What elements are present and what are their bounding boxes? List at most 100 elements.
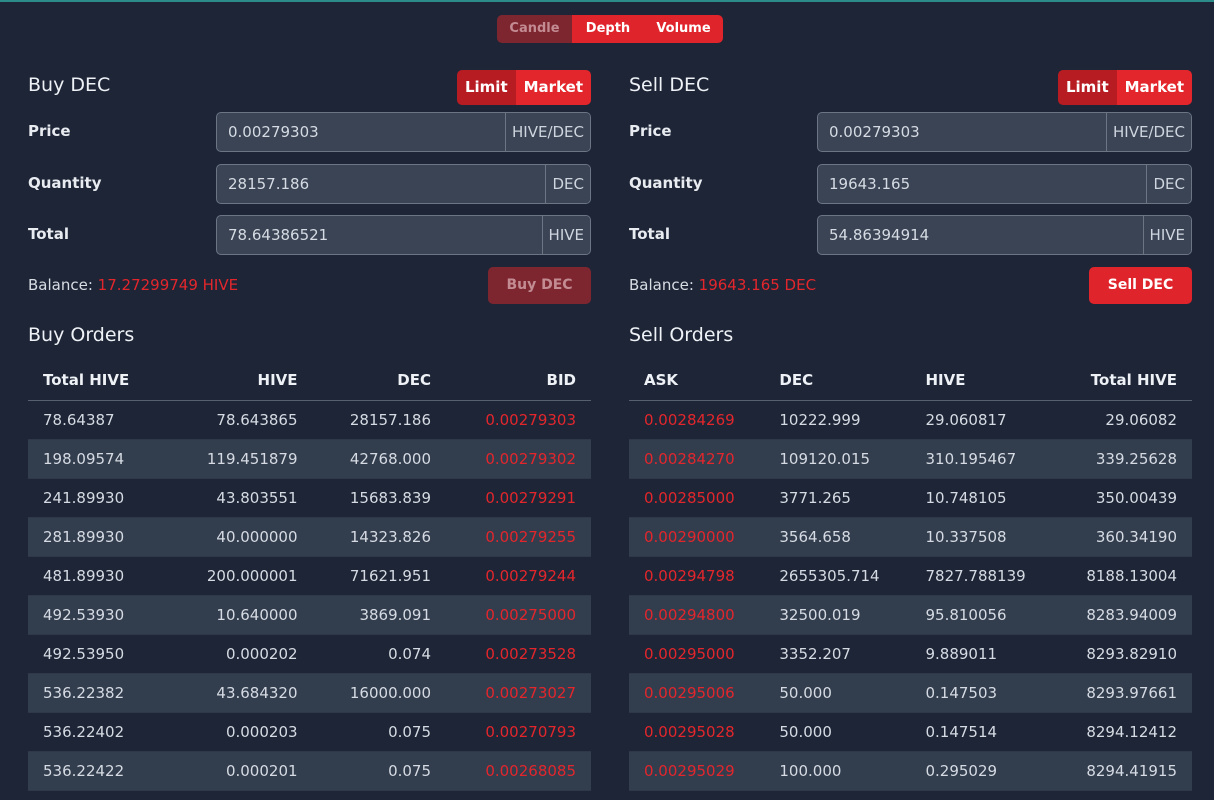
table-cell: 492.53950 xyxy=(28,634,168,674)
table-cell: 8283.94009 xyxy=(1056,595,1192,635)
order-price-cell: 0.00295006 xyxy=(629,673,765,713)
order-price-cell: 0.00268085 xyxy=(446,751,591,791)
col-bid: BID xyxy=(446,360,591,401)
table-cell: 2655305.714 xyxy=(764,556,911,596)
table-row[interactable]: 536.22422 0.000201 0.075 0.00268085 xyxy=(28,751,591,791)
col-hive: HIVE xyxy=(910,360,1057,401)
buy-order-type-toggle: Limit Market xyxy=(456,70,591,105)
buy-price-input[interactable] xyxy=(217,113,505,151)
table-row[interactable]: 0.00295029 100.000 0.295029 8294.41915 xyxy=(629,751,1192,791)
table-cell: 0.147503 xyxy=(910,673,1057,713)
buy-total-input[interactable] xyxy=(217,216,542,254)
table-cell: 78.64387 xyxy=(28,400,168,440)
table-row[interactable]: 0.00295028 50.000 0.147514 8294.12412 xyxy=(629,712,1192,752)
table-row[interactable]: 281.89930 40.000000 14323.826 0.00279255 xyxy=(28,517,591,557)
order-price-cell: 0.00290000 xyxy=(629,517,765,557)
table-cell: 3869.091 xyxy=(312,595,447,635)
table-cell: 0.000202 xyxy=(167,634,313,674)
table-cell: 29.060817 xyxy=(910,400,1057,440)
sell-balance-label: Balance: xyxy=(629,276,694,294)
table-cell: 536.22382 xyxy=(28,673,168,713)
sell-quantity-unit: DEC xyxy=(1146,165,1191,203)
table-row[interactable]: 0.00294798 2655305.714 7827.788139 8188.130… xyxy=(629,556,1192,596)
order-price-cell: 0.00273528 xyxy=(446,634,591,674)
order-price-cell: 0.00270793 xyxy=(446,712,591,752)
top-accent-line xyxy=(0,0,1214,2)
table-cell: 109120.015 xyxy=(764,439,911,479)
order-price-cell: 0.00295029 xyxy=(629,751,765,791)
order-price-cell: 0.00285000 xyxy=(629,478,765,518)
tab-depth[interactable]: Depth xyxy=(572,15,644,43)
table-cell: 350.00439 xyxy=(1056,478,1192,518)
table-cell: 8294.41915 xyxy=(1056,751,1192,791)
buy-panel: Buy DEC Limit Market Price HIVE/DEC Quan… xyxy=(28,0,591,800)
table-cell: 241.89930 xyxy=(28,478,168,518)
buy-total-label: Total xyxy=(28,225,69,243)
table-cell: 0.147514 xyxy=(910,712,1057,752)
table-cell: 0.295029 xyxy=(910,751,1057,791)
sell-limit-button[interactable]: Limit xyxy=(1057,70,1117,105)
table-row[interactable]: 0.00295006 50.000 0.147503 8293.97661 xyxy=(629,673,1192,713)
table-row[interactable]: 0.00290000 3564.658 10.337508 360.34190 xyxy=(629,517,1192,557)
table-cell: 16000.000 xyxy=(312,673,447,713)
buy-quantity-label: Quantity xyxy=(28,174,102,192)
table-cell: 10.640000 xyxy=(167,595,313,635)
table-cell: 8188.13004 xyxy=(1056,556,1192,596)
table-row[interactable]: 198.09574 119.451879 42768.000 0.00279302 xyxy=(28,439,591,479)
order-price-cell: 0.00279302 xyxy=(446,439,591,479)
sell-total-input[interactable] xyxy=(818,216,1143,254)
table-cell: 3564.658 xyxy=(764,517,911,557)
table-cell: 339.25628 xyxy=(1056,439,1192,479)
table-row[interactable]: 0.00284270 109120.015 310.195467 339.25628 xyxy=(629,439,1192,479)
table-cell: 50.000 xyxy=(764,712,911,752)
buy-balance: Balance: 17.27299749 HIVE xyxy=(28,276,238,294)
sell-market-button[interactable]: Market xyxy=(1116,70,1192,105)
sell-price-input[interactable] xyxy=(818,113,1106,151)
table-row[interactable]: 536.22382 43.684320 16000.000 0.00273027 xyxy=(28,673,591,713)
table-row[interactable]: 481.89930 200.000001 71621.951 0.00279244 xyxy=(28,556,591,596)
table-row[interactable]: 536.22402 0.000203 0.075 0.00270793 xyxy=(28,712,591,752)
col-total-hive: Total HIVE xyxy=(28,360,168,401)
buy-balance-amount[interactable]: 17.27299749 HIVE xyxy=(97,276,239,294)
table-cell: 42768.000 xyxy=(312,439,447,479)
table-cell: 0.000201 xyxy=(167,751,313,791)
table-cell: 71621.951 xyxy=(312,556,447,596)
table-cell: 78.643865 xyxy=(167,400,313,440)
sell-orders-table: ASK DEC HIVE Total HIVE 0.00284269 10222.… xyxy=(629,360,1192,791)
order-price-cell: 0.00295000 xyxy=(629,634,765,674)
col-dec: DEC xyxy=(312,360,447,401)
table-cell: 100.000 xyxy=(764,751,911,791)
table-cell: 119.451879 xyxy=(167,439,313,479)
buy-market-button[interactable]: Market xyxy=(515,70,591,105)
buy-dec-button[interactable]: Buy DEC xyxy=(488,267,591,304)
sell-dec-button[interactable]: Sell DEC xyxy=(1089,267,1192,304)
table-row[interactable]: 492.53930 10.640000 3869.091 0.00275000 xyxy=(28,595,591,635)
table-row[interactable]: 78.64387 78.643865 28157.186 0.00279303 xyxy=(28,400,591,440)
order-price-cell: 0.00279303 xyxy=(446,400,591,440)
table-cell: 40.000000 xyxy=(167,517,313,557)
table-cell: 3352.207 xyxy=(764,634,911,674)
table-row[interactable]: 0.00284269 10222.999 29.060817 29.06082 xyxy=(629,400,1192,440)
order-price-cell: 0.00295028 xyxy=(629,712,765,752)
buy-limit-button[interactable]: Limit xyxy=(456,70,516,105)
table-row[interactable]: 492.53950 0.000202 0.074 0.00273528 xyxy=(28,634,591,674)
buy-total-field: HIVE xyxy=(216,215,591,255)
sell-quantity-input[interactable] xyxy=(818,165,1147,203)
tab-candle[interactable]: Candle xyxy=(497,15,572,43)
buy-quantity-input[interactable] xyxy=(217,165,546,203)
table-cell: 50.000 xyxy=(764,673,911,713)
table-row[interactable]: 241.89930 43.803551 15683.839 0.00279291 xyxy=(28,478,591,518)
table-cell: 198.09574 xyxy=(28,439,168,479)
order-price-cell: 0.00279291 xyxy=(446,478,591,518)
sell-orders-title: Sell Orders xyxy=(629,324,734,346)
buy-price-label: Price xyxy=(28,122,71,140)
table-cell: 360.34190 xyxy=(1056,517,1192,557)
order-price-cell: 0.00279255 xyxy=(446,517,591,557)
buy-orders-title: Buy Orders xyxy=(28,324,135,346)
table-row[interactable]: 0.00295000 3352.207 9.889011 8293.82910 xyxy=(629,634,1192,674)
sell-quantity-label: Quantity xyxy=(629,174,703,192)
sell-balance-amount[interactable]: 19643.165 DEC xyxy=(698,276,817,294)
table-row[interactable]: 0.00294800 32500.019 95.810056 8283.94009 xyxy=(629,595,1192,635)
tab-volume[interactable]: Volume xyxy=(644,15,723,43)
table-row[interactable]: 0.00285000 3771.265 10.748105 350.00439 xyxy=(629,478,1192,518)
